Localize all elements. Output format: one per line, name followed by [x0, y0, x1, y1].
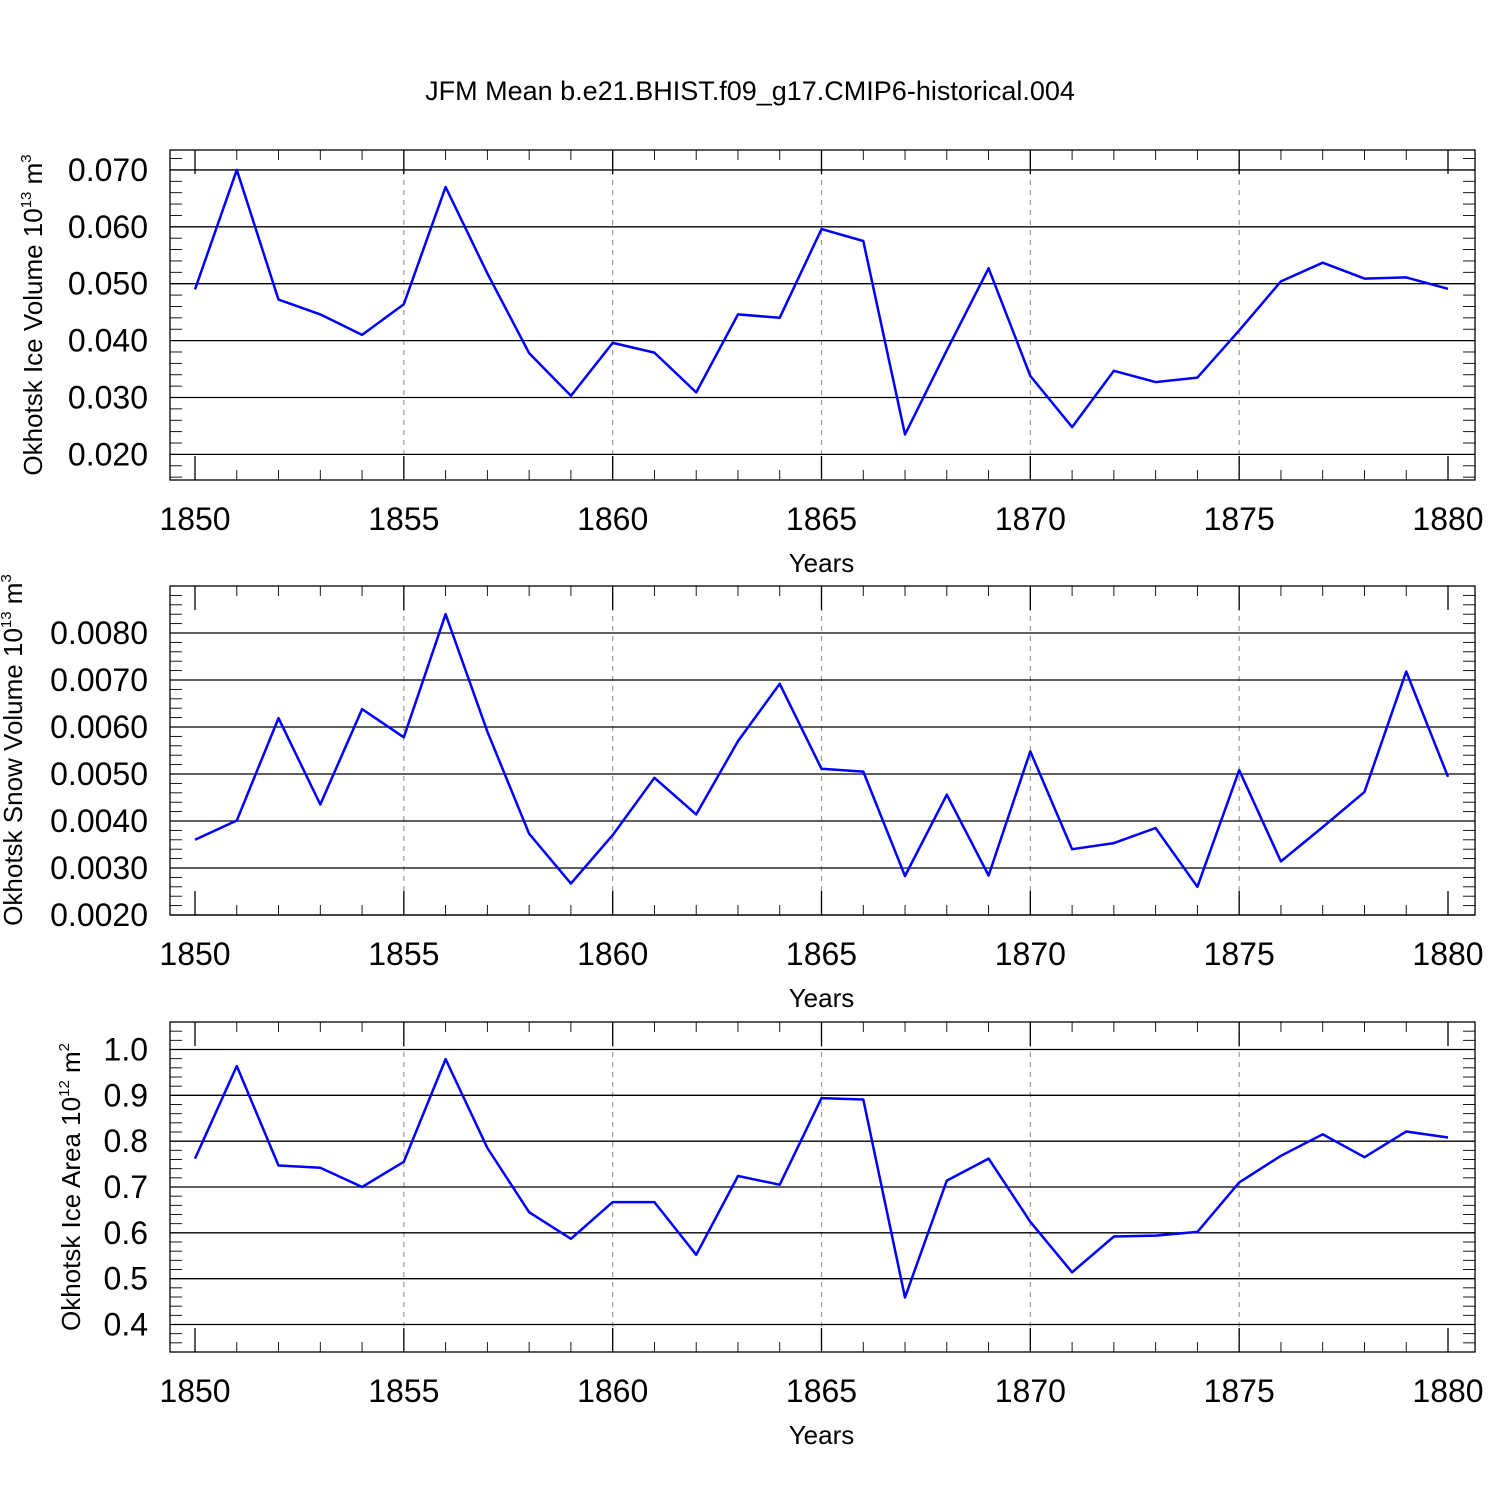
x-tick-label: 1880: [1412, 1373, 1483, 1409]
x-tick-label: 1850: [159, 936, 230, 972]
x-tick-label: 1875: [1204, 501, 1275, 537]
x-tick-label: 1850: [159, 501, 230, 537]
panel-1: 0.020 0.030 0.040 0.050 0.060 0.070 1850 1855 18…: [18, 149, 1484, 578]
y-axis-label-text: Okhotsk Snow Volume 10: [0, 628, 28, 926]
y-tick-label: 0.6: [104, 1215, 148, 1251]
y-tick-label: 0.0080: [50, 615, 148, 651]
data-series-line: [193, 168, 1449, 436]
y-axis-label-text: Okhotsk Ice Area 10: [56, 1097, 86, 1331]
y-tick-label: 0.020: [68, 436, 148, 472]
x-axis-label: Years: [789, 548, 855, 578]
x-tick-label: 1880: [1412, 501, 1483, 537]
x-tick-label: 1870: [995, 936, 1066, 972]
x-tick-label: 1860: [577, 1373, 648, 1409]
data-series-line: [193, 1057, 1449, 1299]
x-tick-label: 1865: [786, 501, 857, 537]
y-tick-label: 1.0: [104, 1032, 148, 1068]
x-tick-label: 1855: [368, 936, 439, 972]
panel-3: 0.4 0.5 0.6 0.7 0.8 0.9 1.0 1850 1855 1860 1865 187…: [56, 1021, 1484, 1450]
x-tick-label: 1870: [995, 1373, 1066, 1409]
y-axis-label: Okhotsk Ice Area 1012 m2: [56, 1043, 86, 1331]
y-axis-label-text: Okhotsk Ice Volume 10: [18, 208, 48, 475]
y-tick-label: 0.5: [104, 1261, 148, 1297]
panel-2: 0.0020 0.0030 0.0040 0.0050 0.0060 0.0070 0.00…: [0, 574, 1484, 1013]
y-tick-label: 0.7: [104, 1169, 148, 1205]
y-axis-label-text: m: [56, 1051, 86, 1080]
y-tick-label: 0.0020: [50, 897, 148, 933]
y-tick-label: 0.9: [104, 1077, 148, 1113]
y-tick-label: 0.060: [68, 209, 148, 245]
y-tick-label: 0.0070: [50, 662, 148, 698]
data-series-line: [194, 612, 1450, 889]
y-tick-label: 0.8: [104, 1123, 148, 1159]
y-tick-label: 0.0040: [50, 803, 148, 839]
x-tick-label: 1860: [577, 501, 648, 537]
y-tick-label: 0.030: [68, 380, 148, 416]
y-tick-label: 0.0030: [50, 850, 148, 886]
y-tick-label: 0.0050: [50, 756, 148, 792]
x-tick-label: 1850: [159, 1373, 230, 1409]
x-tick-label: 1855: [368, 501, 439, 537]
x-tick-label: 1870: [995, 501, 1066, 537]
x-tick-label: 1865: [786, 1373, 857, 1409]
x-axis-label: Years: [789, 1420, 855, 1450]
x-tick-label: 1875: [1204, 1373, 1275, 1409]
x-tick-label: 1880: [1412, 936, 1483, 972]
x-axis-label: Years: [789, 983, 855, 1013]
y-tick-label: 0.070: [68, 152, 148, 188]
y-axis-label-superscript: 2: [56, 1043, 73, 1051]
y-axis-label-superscript: 3: [18, 154, 35, 162]
y-tick-label: 0.040: [68, 323, 148, 359]
panels: 0.020 0.030 0.040 0.050 0.060 0.070 1850 1855 18…: [0, 149, 1484, 1450]
y-axis-label-superscript: 13: [0, 611, 15, 628]
y-axis-label-text: m: [0, 583, 28, 612]
y-axis-label-superscript: 12: [56, 1080, 73, 1097]
y-axis-label-superscript: 13: [18, 192, 35, 209]
y-tick-label: 0.4: [104, 1307, 148, 1343]
y-axis-label-superscript: 3: [0, 574, 15, 582]
y-tick-label: 0.050: [68, 266, 148, 302]
y-axis-label: Okhotsk Ice Volume 1013 m3: [18, 154, 48, 475]
x-tick-label: 1865: [786, 936, 857, 972]
plot-frame: [169, 149, 1476, 481]
y-axis-label-text: m: [18, 163, 48, 192]
x-tick-label: 1860: [577, 936, 648, 972]
x-tick-label: 1875: [1204, 936, 1275, 972]
chart-title: JFM Mean b.e21.BHIST.f09_g17.CMIP6-histo…: [425, 76, 1075, 106]
y-tick-label: 0.0060: [50, 709, 148, 745]
y-axis-label: Okhotsk Snow Volume 1013 m3: [0, 574, 28, 926]
plot-frame: [169, 585, 1476, 916]
x-tick-label: 1855: [368, 1373, 439, 1409]
